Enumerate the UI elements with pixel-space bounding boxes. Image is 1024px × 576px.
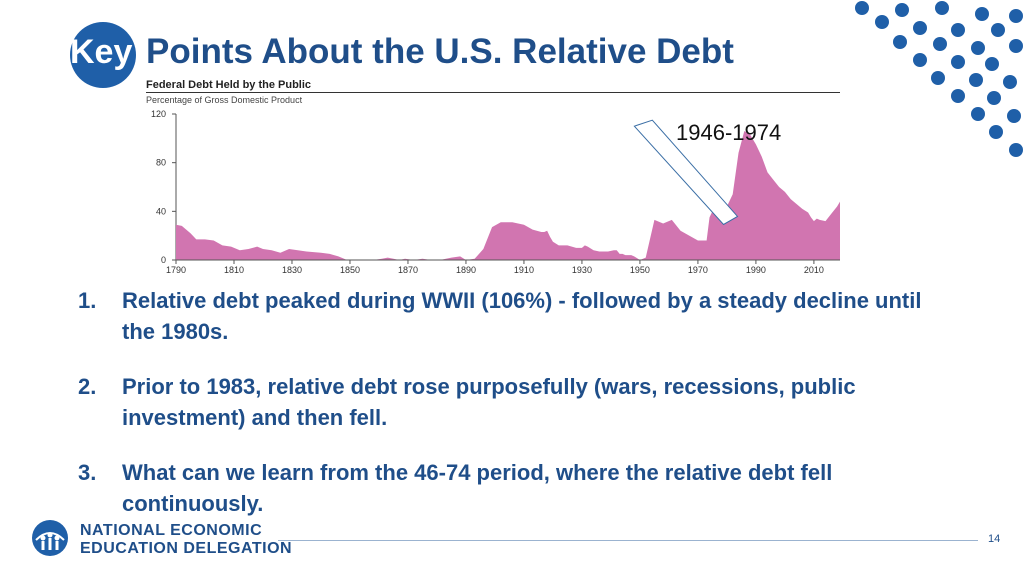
point-item: 1. Relative debt peaked during WWII (106… [78,285,958,347]
x-tick-label: 1930 [572,265,592,275]
decor-dot [971,107,985,121]
point-number: 3. [78,460,97,485]
chart-subtitle: Percentage of Gross Domestic Product [146,95,303,105]
decor-dot [935,1,949,15]
x-tick-label: 1790 [166,265,186,275]
decor-dot [989,125,1003,139]
globe-people-icon [32,520,68,556]
page-number: 14 [988,533,1001,545]
x-tick-label: 1910 [514,265,534,275]
org-name-line1: NATIONAL ECONOMIC [80,522,263,539]
decor-dot [893,35,907,49]
key-badge [70,22,136,88]
debt-area-chart: 0 40 80 120 1790 1810 1830 1850 1870 1890 1910 1930… [151,109,840,275]
y-tick-label: 120 [151,109,166,119]
point-number: 1. [78,288,97,313]
decor-dot [951,89,965,103]
decor-dot [913,53,927,67]
x-tick-label: 1970 [688,265,708,275]
key-word: Key [70,33,133,71]
decor-dot [969,73,983,87]
y-tick-label: 40 [156,206,166,216]
point-number: 2. [78,374,97,399]
point-item: 3. What can we learn from the 46-74 peri… [78,457,958,519]
decor-dot [855,1,869,15]
y-tick-label: 0 [161,255,166,265]
callout-bracket [633,119,739,226]
x-tick-label: 1870 [398,265,418,275]
x-tick-label: 2010 [804,265,824,275]
decor-dot [985,57,999,71]
x-tick-label: 1830 [282,265,302,275]
decor-dot [1009,143,1023,157]
decorative-dots [855,1,1023,157]
decor-dot [971,41,985,55]
slide-title: Points About the U.S. Relative Debt [146,32,734,71]
x-tick-label: 1810 [224,265,244,275]
decor-dot [1003,75,1017,89]
decor-dot [951,23,965,37]
y-tick-label: 80 [156,158,166,168]
chart-title: Federal Debt Held by the Public [146,79,312,91]
decor-dot [991,23,1005,37]
point-text: What can we learn from the 46-74 period,… [122,460,833,516]
point-item: 2. Prior to 1983, relative debt rose pur… [78,371,958,433]
key-points-list: 1. Relative debt peaked during WWII (106… [78,285,958,543]
decor-dot [1009,9,1023,23]
x-tick-label: 1890 [456,265,476,275]
point-text: Relative debt peaked during WWII (106%) … [122,288,922,344]
org-name-line2: EDUCATION DELEGATION [80,540,293,557]
debt-area-series [176,131,840,260]
point-text: Prior to 1983, relative debt rose purpos… [122,374,856,430]
callout-label: 1946-1974 [676,120,782,145]
decor-dot [895,3,909,17]
decor-dot [987,91,1001,105]
decor-dot [975,7,989,21]
footer-rule [278,540,978,541]
chart-title-rule [146,92,840,93]
decor-dot [913,21,927,35]
x-tick-label: 1850 [340,265,360,275]
decor-dot [931,71,945,85]
decor-dot [933,37,947,51]
decor-dot [1009,39,1023,53]
decor-dot [1007,109,1021,123]
decor-dot [875,15,889,29]
x-tick-label: 1990 [746,265,766,275]
x-tick-label: 1950 [630,265,650,275]
decor-dot [951,55,965,69]
